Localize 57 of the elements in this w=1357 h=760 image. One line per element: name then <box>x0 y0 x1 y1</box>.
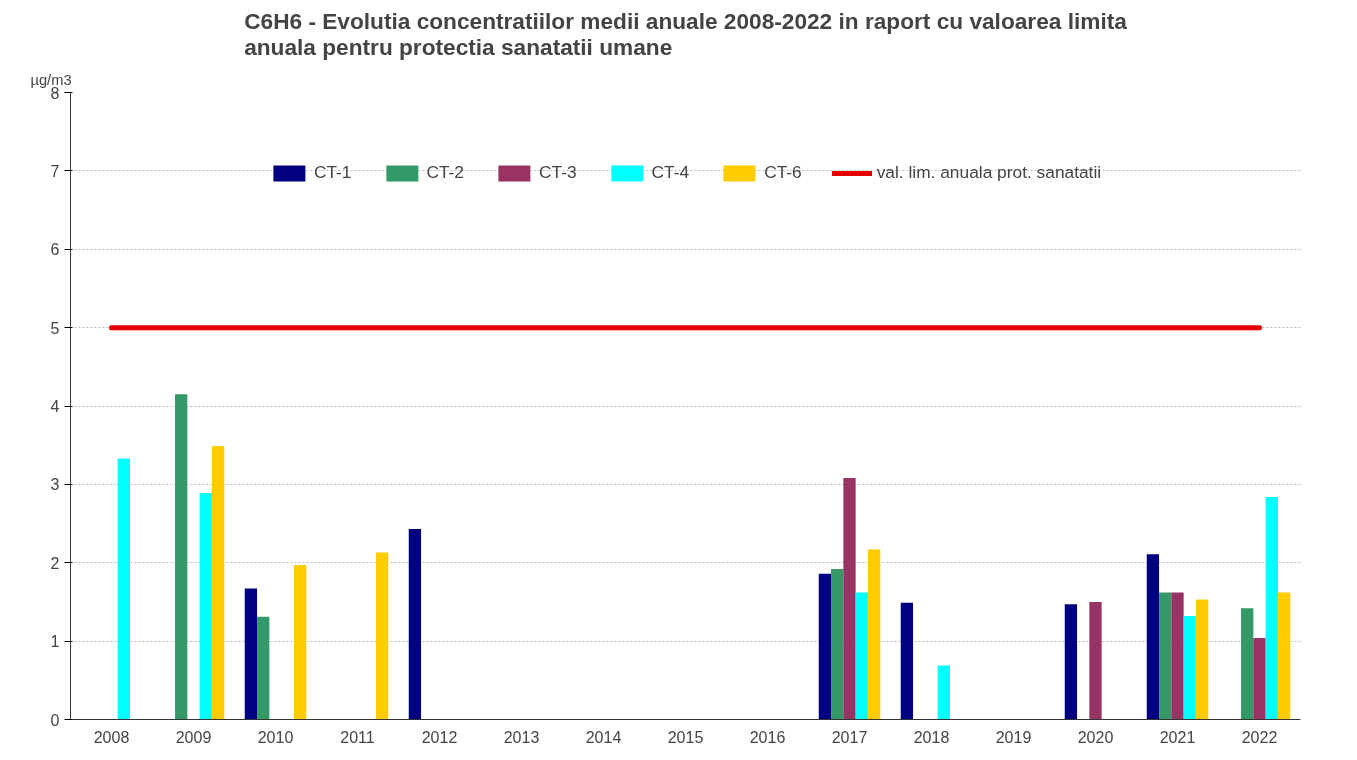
x-tick-label: 2015 <box>667 728 704 746</box>
y-tick-label: 2 <box>50 554 60 572</box>
legend-label: CT-1 <box>313 162 352 183</box>
bar <box>199 493 212 720</box>
x-tick-label: 2010 <box>257 728 294 746</box>
bar <box>1195 599 1209 720</box>
bar <box>244 588 258 720</box>
x-tick-label: 2016 <box>749 728 786 746</box>
bar <box>211 445 225 720</box>
bar <box>1064 604 1078 720</box>
bar <box>1089 601 1102 720</box>
bar <box>408 529 422 720</box>
bar <box>1277 592 1291 720</box>
bar <box>1241 608 1254 720</box>
x-tick-label: 2014 <box>585 728 622 746</box>
bar <box>1146 554 1160 720</box>
x-tick-label: 2022 <box>1241 728 1278 746</box>
chart-title: C6H6 - Evolutia concentratiilor medii anuale 2008-2022 in raport cu valoarea limita anuala pentru protectia sanatatii umane <box>244 7 1128 60</box>
bar <box>900 602 914 720</box>
y-tick-label: 7 <box>50 162 60 180</box>
bar <box>843 478 856 720</box>
bar <box>831 569 844 720</box>
bar <box>257 616 270 720</box>
legend-label: val. lim. anuala prot. sanatatii <box>876 162 1102 183</box>
bar <box>818 573 832 720</box>
y-tick-label: 4 <box>50 398 60 415</box>
y-tick-label: 0 <box>50 711 60 729</box>
x-tick-label: 2012 <box>421 728 458 746</box>
x-tick-label: 2017 <box>831 728 868 746</box>
bar <box>1265 496 1278 720</box>
x-tick-label: 2009 <box>175 728 212 746</box>
bar <box>867 549 881 720</box>
bar <box>117 458 130 720</box>
bar <box>175 394 188 720</box>
y-tick-label: 6 <box>50 241 60 259</box>
legend-label: CT-2 <box>426 162 465 183</box>
x-tick-label: 2020 <box>1077 728 1114 746</box>
bar <box>293 565 307 720</box>
legend-label: CT-4 <box>651 162 690 183</box>
bar <box>855 592 868 720</box>
y-tick-label: 3 <box>50 476 60 494</box>
bar <box>937 665 950 720</box>
x-tick-label: 2011 <box>340 728 375 746</box>
bar <box>1253 637 1266 720</box>
bar <box>1159 592 1172 720</box>
y-tick-label: 1 <box>50 633 60 651</box>
x-tick-label: 2021 <box>1159 728 1196 746</box>
y-tick-label: 5 <box>50 319 60 337</box>
x-tick-label: 2019 <box>995 728 1032 746</box>
x-tick-label: 2008 <box>93 728 130 746</box>
legend-label: CT-6 <box>764 162 802 183</box>
bar <box>1171 592 1184 720</box>
legend-label: CT-3 <box>539 162 577 183</box>
bar <box>1183 616 1196 720</box>
x-tick-label: 2018 <box>913 728 950 746</box>
x-tick-label: 2013 <box>503 728 540 746</box>
bar <box>375 552 389 720</box>
